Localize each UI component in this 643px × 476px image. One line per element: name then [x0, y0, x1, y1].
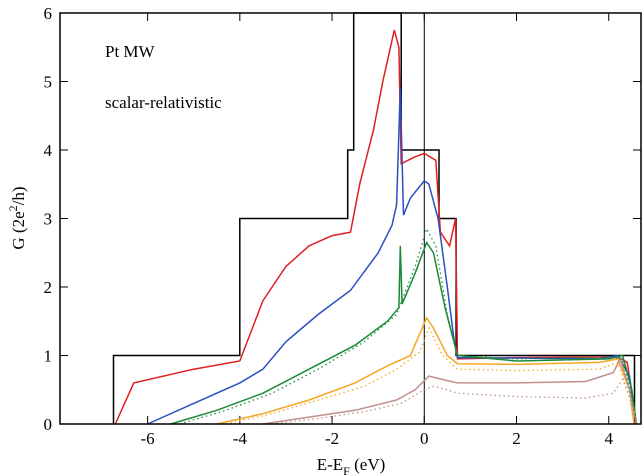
dotted-line	[179, 227, 638, 425]
annotation: Pt MW	[105, 42, 156, 61]
line	[170, 240, 638, 425]
x-axis-label: E-EF (eV)	[317, 455, 386, 476]
dotted-line	[272, 378, 638, 425]
y-tick-label: 5	[44, 73, 53, 92]
x-tick-label: 2	[512, 429, 521, 448]
x-tick-label: -2	[325, 429, 339, 448]
y-tick-label: 3	[44, 210, 53, 229]
x-tick-label: -6	[141, 429, 155, 448]
y-axis-label: G (2e2/h)	[6, 186, 28, 249]
y-tick-label: 2	[44, 278, 53, 297]
line	[216, 316, 635, 425]
x-tick-label: 0	[420, 429, 429, 448]
annotation: scalar-relativistic	[105, 93, 222, 112]
line	[147, 88, 638, 425]
y-tick-label: 6	[44, 4, 53, 23]
y-tick-label: 0	[44, 415, 53, 434]
x-tick-label: 4	[604, 429, 613, 448]
y-tick-label: 1	[44, 347, 53, 366]
line	[114, 29, 638, 425]
line	[112, 12, 636, 424]
y-tick-label: 4	[44, 141, 53, 160]
plot-frame	[59, 12, 642, 425]
x-tick-label: -4	[233, 429, 248, 448]
line	[262, 356, 638, 425]
